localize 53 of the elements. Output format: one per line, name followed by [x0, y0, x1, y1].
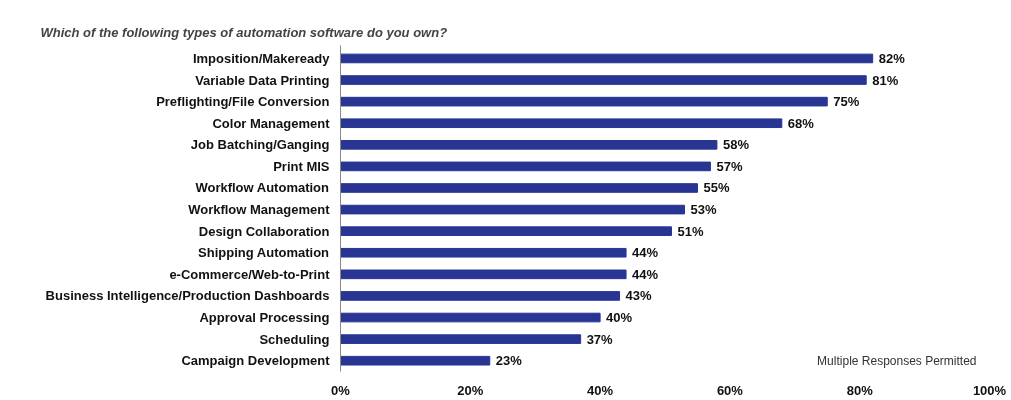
data-label: 44%	[632, 245, 659, 261]
y-tick-label: Campaign Development	[181, 353, 331, 369]
bar	[340, 291, 621, 301]
bar	[340, 269, 627, 280]
y-tick-label: Job Batching/Ganging	[190, 137, 330, 153]
data-label: 68%	[787, 115, 815, 131]
y-tick-label: Workflow Automation	[195, 180, 330, 196]
data-label: 81%	[872, 72, 899, 88]
y-tick-label: e-Commerce/Web-to-Print	[169, 266, 331, 282]
x-tick-label: 0%	[331, 382, 351, 398]
bar	[340, 139, 718, 150]
y-tick-label: Approval Processing	[199, 310, 330, 326]
data-label: 23%	[495, 353, 523, 369]
data-label: 57%	[716, 158, 743, 174]
data-label: 75%	[833, 94, 860, 110]
bar	[340, 204, 685, 215]
bar	[340, 96, 828, 107]
x-tick-label: 40%	[587, 382, 614, 398]
data-label: 53%	[690, 202, 717, 218]
data-label: 44%	[632, 266, 659, 282]
bar	[340, 312, 601, 323]
y-tick-label: Imposition/Makeready	[192, 50, 331, 66]
x-tick-label: 60%	[716, 382, 744, 398]
y-tick-label: Design Collaboration	[198, 223, 330, 239]
x-tick-label: 20%	[457, 382, 484, 398]
y-tick-label: Variable Data Printing	[195, 72, 330, 88]
data-label: 40%	[606, 310, 633, 326]
data-label: 55%	[703, 180, 730, 196]
y-tick-label: Shipping Automation	[198, 245, 330, 261]
bar	[340, 183, 698, 193]
y-tick-label: Workflow Management	[188, 202, 331, 218]
y-tick-label: Preflighting/File Conversion	[156, 94, 330, 110]
y-tick-label: Scheduling	[259, 331, 330, 347]
bar	[340, 226, 672, 236]
data-label: 43%	[625, 288, 653, 304]
data-label: 58%	[722, 137, 750, 153]
bar	[340, 161, 711, 172]
data-label: 82%	[878, 50, 906, 66]
bar	[340, 247, 627, 258]
annotation: Multiple Responses Permitted	[817, 353, 977, 368]
chart-title: Which of the following types of automation software do you own?	[40, 24, 448, 40]
x-tick-label: 100%	[972, 382, 1007, 398]
y-tick-label: Print MIS	[273, 158, 330, 174]
bar	[340, 118, 783, 129]
y-tick-label: Business Intelligence/Production Dashboards	[45, 288, 330, 304]
bar	[340, 75, 867, 85]
bar	[340, 334, 582, 344]
x-tick-label: 80%	[846, 382, 874, 398]
y-tick-label: Color Management	[212, 115, 331, 131]
data-label: 51%	[677, 223, 704, 239]
bar	[340, 355, 491, 366]
data-label: 37%	[586, 331, 614, 347]
bar	[340, 53, 874, 64]
